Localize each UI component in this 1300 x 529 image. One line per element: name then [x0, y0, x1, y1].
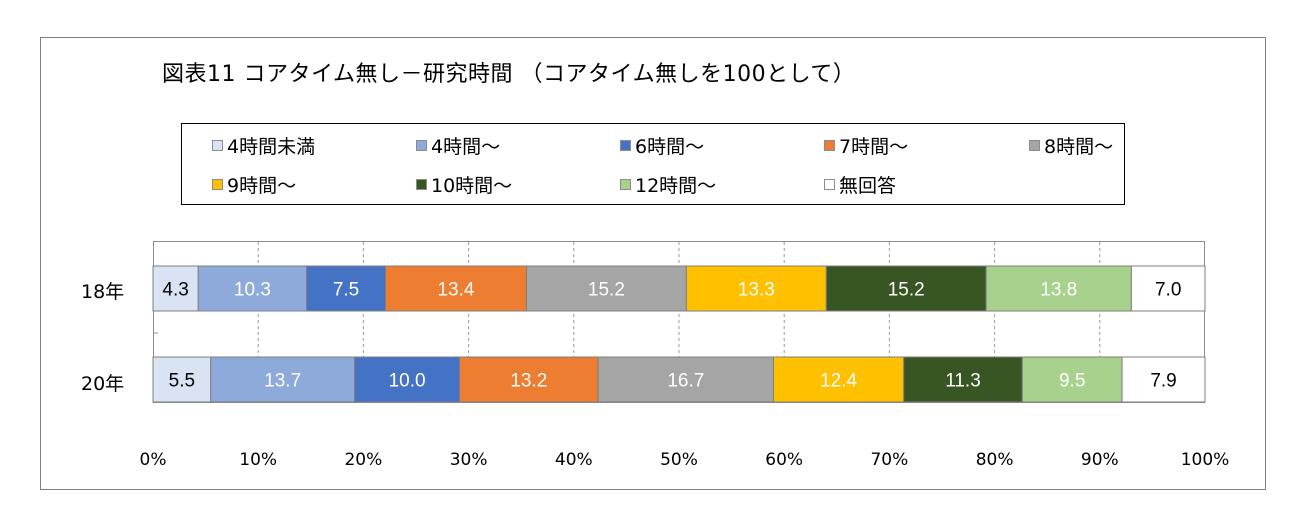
legend-label: 4時間～ [431, 136, 501, 158]
bar-segment [685, 265, 827, 312]
bar-segment [985, 265, 1132, 312]
legend-swatch [416, 140, 427, 151]
legend-item-9h: 9時間～ [212, 171, 296, 198]
x-tick-label: 90% [1080, 450, 1119, 470]
bar-segment [597, 356, 774, 403]
legend-item-7h: 7時間～ [824, 132, 908, 159]
legend-label: 無回答 [839, 175, 897, 197]
bar-segment [1130, 265, 1206, 312]
legend-item-8h: 8時間～ [1029, 132, 1113, 159]
data-label: 4.3 [162, 280, 188, 301]
legend-swatch [416, 179, 427, 190]
chart-frame [40, 37, 1266, 490]
x-tick-label: 40% [554, 450, 593, 470]
bar-segment [459, 356, 599, 403]
legend-label: 8時間～ [1044, 136, 1114, 158]
legend-label: 10時間～ [431, 175, 513, 197]
data-label: 7.5 [333, 280, 359, 301]
bar-segment [1121, 356, 1206, 403]
bar-segment [354, 356, 461, 403]
data-label: 13.7 [264, 371, 301, 392]
bar-segment [152, 356, 212, 403]
data-label: 5.5 [169, 371, 195, 392]
data-label: 10.3 [234, 280, 271, 301]
data-label: 13.2 [510, 371, 547, 392]
data-label: 7.9 [1150, 371, 1176, 392]
category-label-2018: 18年 [81, 281, 125, 303]
data-label: 12.4 [820, 371, 857, 392]
legend: 4時間未満 4時間～ 6時間～ 7時間～ 8時間～ 9時間～ 10時間～ 12時… [181, 123, 1125, 205]
legend-swatch [620, 179, 631, 190]
legend-item-4h: 4時間～ [416, 132, 500, 159]
data-label: 15.2 [588, 280, 625, 301]
data-label: 11.3 [945, 371, 981, 392]
legend-swatch [212, 140, 223, 151]
x-tick-label: 0% [139, 450, 167, 470]
legend-swatch [620, 140, 631, 151]
bar-segment [197, 265, 308, 312]
data-label: 13.3 [738, 280, 775, 301]
x-tick-label: 60% [765, 450, 804, 470]
bar-segment [384, 265, 527, 312]
data-label: 15.2 [888, 280, 925, 301]
chart-title: 図表11 コアタイム無し－研究時間 （コアタイム無しを100として） [162, 62, 856, 87]
legend-item-12h: 12時間～ [620, 171, 716, 198]
data-label: 13.8 [1040, 280, 1077, 301]
legend-label: 4時間未満 [227, 136, 316, 158]
legend-label: 6時間～ [635, 136, 705, 158]
data-label: 7.0 [1155, 280, 1181, 301]
data-label: 16.7 [667, 371, 704, 392]
x-tick-label: 100% [1180, 450, 1230, 470]
legend-label: 7時間～ [839, 136, 909, 158]
legend-swatch [824, 179, 835, 190]
bar-segment [825, 265, 987, 312]
data-label: 9.5 [1059, 371, 1085, 392]
bar-segment [525, 265, 687, 312]
bar-segment [903, 356, 1023, 403]
x-tick-label: 30% [449, 450, 488, 470]
legend-swatch [824, 140, 835, 151]
legend-item-6h: 6時間～ [620, 132, 704, 159]
x-tick-label: 80% [975, 450, 1014, 470]
x-tick-label: 20% [344, 450, 383, 470]
data-label: 13.4 [437, 280, 474, 301]
data-label: 10.0 [389, 371, 426, 392]
legend-label: 12時間～ [635, 175, 717, 197]
legend-swatch [212, 179, 223, 190]
bar-segment [306, 265, 386, 312]
x-tick-label: 70% [870, 450, 909, 470]
category-label-2020: 20年 [81, 373, 125, 395]
bar-segment [772, 356, 905, 403]
x-tick-label: 10% [239, 450, 278, 470]
legend-item-10h: 10時間～ [416, 171, 512, 198]
legend-item-under-4h: 4時間未満 [212, 132, 315, 159]
legend-swatch [1029, 140, 1040, 151]
bar-segment [1021, 356, 1123, 403]
x-tick-label: 50% [660, 450, 698, 470]
legend-item-no-answer: 無回答 [824, 171, 896, 198]
legend-label: 9時間～ [227, 175, 297, 197]
